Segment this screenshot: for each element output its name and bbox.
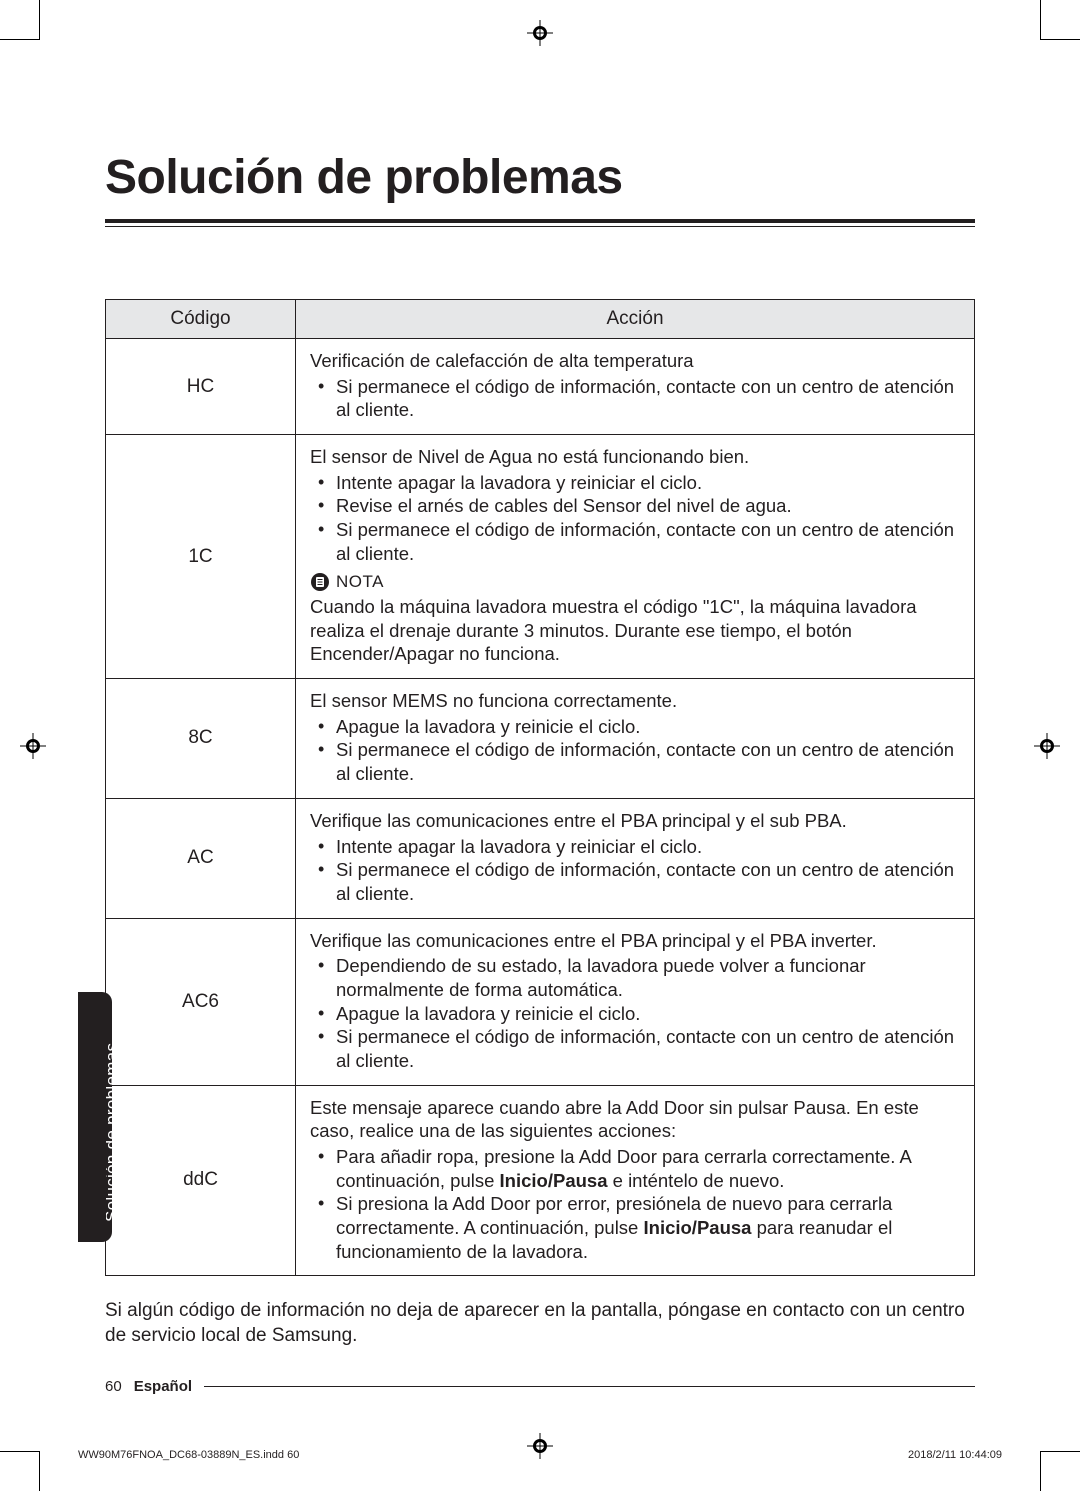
action-bullet: Intente apagar la lavadora y reiniciar e… <box>310 835 960 859</box>
action-bullet: Intente apagar la lavadora y reiniciar e… <box>310 471 960 495</box>
action-bullet-list: Dependiendo de su estado, la lavadora pu… <box>310 954 960 1072</box>
action-title: El sensor MEMS no funciona correctamente… <box>310 689 960 713</box>
page-footer: 60 Español <box>105 1378 975 1395</box>
page-number: 60 <box>105 1378 122 1395</box>
action-bullet: Apague la lavadora y reinicie el ciclo. <box>310 715 960 739</box>
note-label: NOTA <box>336 571 384 593</box>
action-title: El sensor de Nivel de Agua no está funci… <box>310 445 960 469</box>
action-bullet: Si permanece el código de información, c… <box>310 518 960 565</box>
code-cell: 8C <box>106 679 296 799</box>
content-area: Solución de problemas Código Acción HC Ve… <box>105 150 975 1348</box>
action-bullet-list: Para añadir ropa, presione la Add Door p… <box>310 1145 960 1263</box>
note-body: Cuando la máquina lavadora muestra el có… <box>310 595 960 666</box>
registration-mark-icon <box>1034 733 1060 759</box>
crop-mark-tl <box>0 0 40 40</box>
action-bullet: Dependiendo de su estado, la lavadora pu… <box>310 954 960 1001</box>
registration-mark-icon <box>527 1433 553 1459</box>
table-row: 8C El sensor MEMS no funciona correctamen… <box>106 679 975 799</box>
action-bullet: Apague la lavadora y reinicie el ciclo. <box>310 1002 960 1026</box>
code-cell: AC6 <box>106 918 296 1085</box>
crop-mark-tr <box>1040 0 1080 40</box>
page-root: Solución de problemas Solución de proble… <box>0 0 1080 1491</box>
code-cell: ddC <box>106 1085 296 1276</box>
error-codes-table: Código Acción HC Verificación de calefacc… <box>105 299 975 1276</box>
registration-mark-icon <box>20 733 46 759</box>
action-title: Verifique las comunicaciones entre el PB… <box>310 809 960 833</box>
heading-divider <box>105 219 975 227</box>
table-row: AC6 Verifique las comunicaciones entre el… <box>106 918 975 1085</box>
table-row: HC Verificación de calefacción de alta te… <box>106 339 975 435</box>
action-bullet: Si permanece el código de información, c… <box>310 375 960 422</box>
note-icon <box>310 572 330 592</box>
footer-divider <box>204 1386 975 1387</box>
registration-mark-icon <box>527 20 553 46</box>
print-slug-right: 2018/2/11 10:44:09 <box>908 1449 1002 1461</box>
code-cell: AC <box>106 798 296 918</box>
action-cell: Verifique las comunicaciones entre el PB… <box>296 918 975 1085</box>
table-row: AC Verifique las comunicaciones entre el … <box>106 798 975 918</box>
action-bullet-list: Si permanece el código de información, c… <box>310 375 960 422</box>
crop-mark-br <box>1040 1451 1080 1491</box>
code-cell: HC <box>106 339 296 435</box>
code-cell: 1C <box>106 435 296 679</box>
table-header-action: Acción <box>296 300 975 339</box>
action-cell: Verificación de calefacción de alta temp… <box>296 339 975 435</box>
page-title: Solución de problemas <box>105 150 975 205</box>
action-bullet: Si permanece el código de información, c… <box>310 1025 960 1072</box>
table-row: ddC Este mensaje aparece cuando abre la A… <box>106 1085 975 1276</box>
action-bullet-list: Intente apagar la lavadora y reiniciar e… <box>310 471 960 566</box>
action-bullet: Revise el arnés de cables del Sensor del… <box>310 494 960 518</box>
action-cell: Verifique las comunicaciones entre el PB… <box>296 798 975 918</box>
action-cell: El sensor MEMS no funciona correctamente… <box>296 679 975 799</box>
table-row: 1C El sensor de Nivel de Agua no está fun… <box>106 435 975 679</box>
action-title: Este mensaje aparece cuando abre la Add … <box>310 1096 960 1143</box>
action-bullet: Si permanece el código de información, c… <box>310 738 960 785</box>
action-bullet-list: Apague la lavadora y reinicie el ciclo.S… <box>310 715 960 786</box>
action-bullet: Para añadir ropa, presione la Add Door p… <box>310 1145 960 1192</box>
action-title: Verificación de calefacción de alta temp… <box>310 349 960 373</box>
table-body: HC Verificación de calefacción de alta te… <box>106 339 975 1276</box>
action-bullet: Si presiona la Add Door por error, presi… <box>310 1192 960 1263</box>
print-slug-left: WW90M76FNOA_DC68-03889N_ES.indd 60 <box>78 1449 299 1461</box>
note-row: NOTA <box>310 571 960 593</box>
action-bullet: Si permanece el código de información, c… <box>310 858 960 905</box>
action-title: Verifique las comunicaciones entre el PB… <box>310 929 960 953</box>
page-language: Español <box>134 1378 192 1395</box>
table-header-code: Código <box>106 300 296 339</box>
footnote-text: Si algún código de información no deja d… <box>105 1298 975 1348</box>
action-cell: El sensor de Nivel de Agua no está funci… <box>296 435 975 679</box>
crop-mark-bl <box>0 1451 40 1491</box>
action-bullet-list: Intente apagar la lavadora y reiniciar e… <box>310 835 960 906</box>
action-cell: Este mensaje aparece cuando abre la Add … <box>296 1085 975 1276</box>
